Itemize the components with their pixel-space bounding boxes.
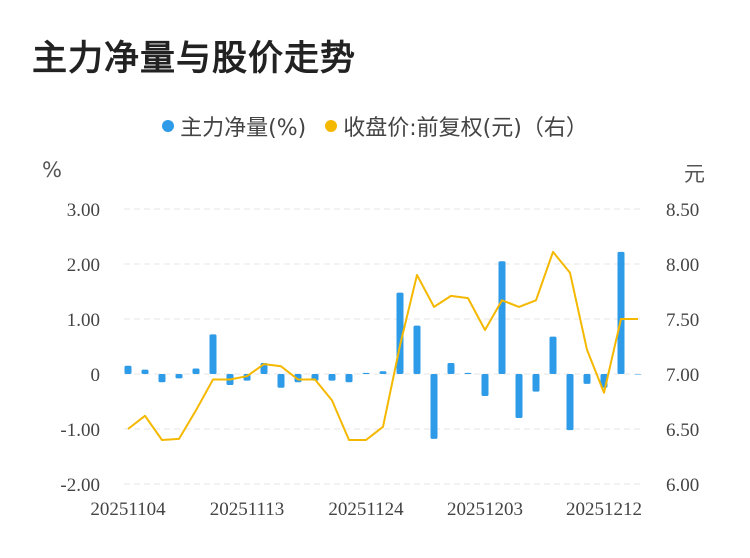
- left-tick-label: 3.00: [67, 200, 100, 221]
- bar: [515, 374, 523, 418]
- bar: [532, 374, 540, 392]
- bar: [464, 372, 472, 374]
- bar: [447, 363, 455, 374]
- x-tick-label: 20251212: [566, 499, 642, 520]
- left-tick-label: -1.00: [60, 420, 100, 441]
- bar: [124, 365, 132, 374]
- close-price-line: [127, 250, 638, 441]
- bar: [617, 251, 625, 374]
- bar: [498, 261, 506, 374]
- right-tick-label: 8.50: [666, 200, 699, 221]
- left-tick-label: 2.00: [67, 255, 100, 276]
- chart-legend: 主力净量(%) 收盘价:前复权(元)（右）: [0, 110, 750, 142]
- legend-item-close-price[interactable]: 收盘价:前复权(元)（右）: [325, 110, 588, 142]
- right-tick-label: 6.00: [666, 475, 699, 496]
- right-tick-label: 8.00: [666, 255, 699, 276]
- right-tick-label: 6.50: [666, 420, 699, 441]
- legend-line-label: 收盘价:前复权(元)（右）: [343, 116, 588, 141]
- left-tick-label: 0: [91, 365, 101, 386]
- bar: [328, 374, 336, 381]
- x-tick-label: 20251124: [328, 499, 404, 520]
- bar: [430, 374, 438, 439]
- right-tick-label: 7.50: [666, 310, 699, 331]
- bar: [141, 369, 149, 374]
- right-tick-label: 7.00: [666, 365, 699, 386]
- bar: [634, 374, 642, 375]
- bar: [362, 372, 370, 374]
- bar: [277, 374, 285, 388]
- bar: [481, 374, 489, 396]
- page-title: 主力净量与股价走势: [32, 39, 357, 79]
- x-tick-label: 20251113: [210, 499, 285, 520]
- bar: [583, 374, 591, 384]
- bar: [175, 374, 183, 379]
- legend-line-dot-icon: [325, 120, 338, 132]
- legend-bar-dot-icon: [162, 120, 175, 132]
- bar: [379, 371, 387, 374]
- x-tick-label: 20251203: [447, 499, 523, 520]
- bar: [566, 374, 574, 431]
- left-axis-unit: %: [42, 158, 62, 182]
- bar: [209, 334, 217, 374]
- bar: [549, 336, 557, 374]
- x-tick-label: 20251104: [90, 499, 166, 520]
- legend-item-net-volume[interactable]: 主力净量(%): [162, 110, 306, 142]
- bar: [345, 374, 353, 383]
- legend-bar-label: 主力净量(%): [180, 116, 307, 141]
- left-tick-label: 1.00: [67, 310, 100, 331]
- bar: [413, 325, 421, 374]
- left-tick-label: -2.00: [60, 475, 100, 496]
- bar: [192, 368, 200, 374]
- bar: [158, 374, 166, 383]
- right-axis-unit: 元: [684, 162, 705, 186]
